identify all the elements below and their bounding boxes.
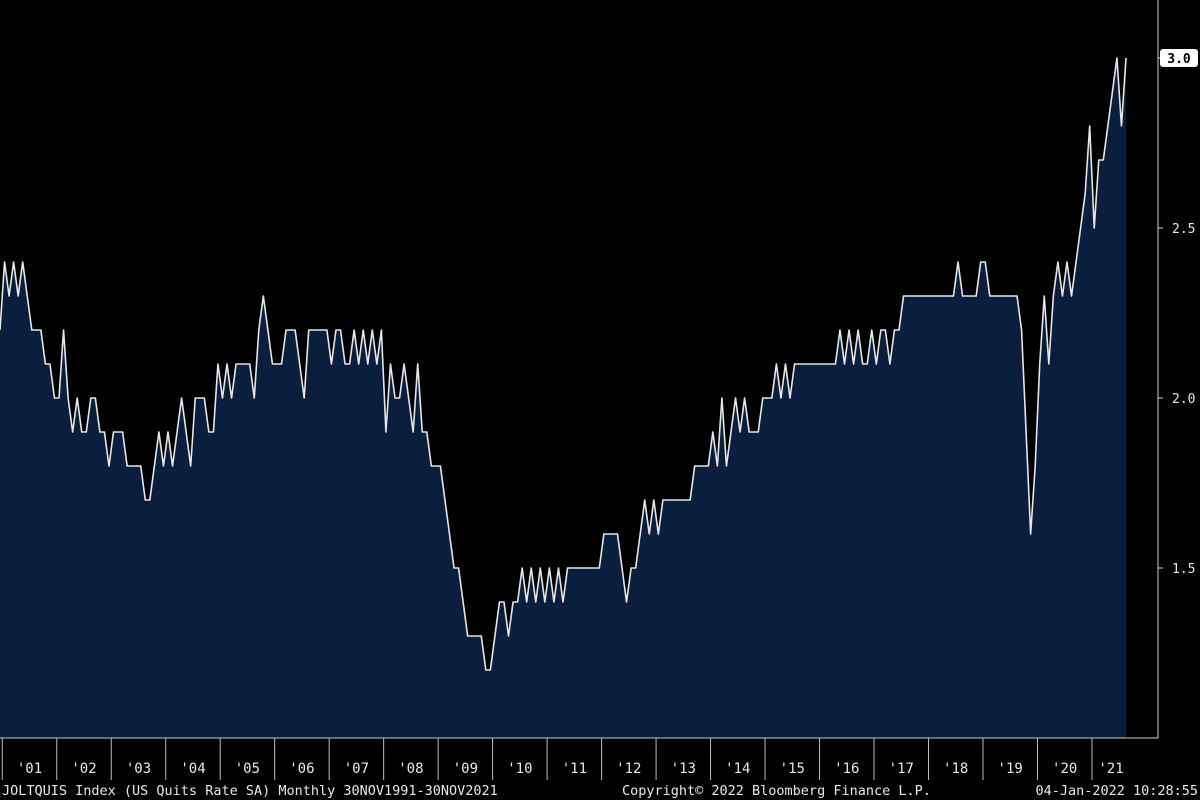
- series-line: [0, 57, 1127, 671]
- x-tick-label: '19: [998, 761, 1023, 777]
- series-area-layer: [0, 57, 1127, 738]
- x-tick-label: '21: [1098, 761, 1123, 777]
- x-tick-label: '18: [943, 761, 968, 777]
- last-value-label: 3.0: [1167, 52, 1191, 67]
- x-tick-label: '17: [889, 761, 914, 777]
- y-ticks: 1.5 2.0 2.5: [1158, 57, 1195, 577]
- x-tick-label: '01: [17, 761, 42, 777]
- y-tick-label: 2.0: [1172, 392, 1195, 407]
- series-area-fill: [0, 58, 1126, 738]
- x-tick-label: '06: [289, 761, 314, 777]
- timestamp: 04-Jan-2022 10:28:55: [1035, 783, 1198, 799]
- x-tick-label: '16: [834, 761, 859, 777]
- last-value-marker: 3.0: [1160, 49, 1198, 67]
- last-value-box: [1160, 49, 1198, 67]
- y-tick-label: 1.5: [1172, 562, 1195, 577]
- x-tick-label: '08: [398, 761, 423, 777]
- axes: [0, 0, 1159, 739]
- quits-rate-chart: '01 '02 '03 '04 '05 '06 '07 '08 '09 '10 '11 '12 '13 '…: [0, 0, 1198, 780]
- copyright-text: Copyright© 2022 Bloomberg Finance L.P.: [622, 783, 931, 799]
- x-tick-label: '05: [235, 761, 260, 777]
- index-info: JOLTQUIS Index (US Quits Rate SA) Monthl…: [2, 783, 498, 799]
- x-tick-label: '04: [180, 761, 205, 777]
- x-tick-label: '11: [562, 761, 587, 777]
- x-tick-label: '15: [780, 761, 805, 777]
- x-tick-label: '13: [671, 761, 696, 777]
- x-tick-label: '14: [725, 761, 750, 777]
- x-tick-label: '07: [344, 761, 369, 777]
- x-tick-label: '02: [71, 761, 96, 777]
- y-tick-label: 2.5: [1172, 222, 1195, 237]
- chart-footer: JOLTQUIS Index (US Quits Rate SA) Monthl…: [0, 782, 1200, 800]
- x-tick-label: '03: [126, 761, 151, 777]
- x-ticks: '01 '02 '03 '04 '05 '06 '07 '08 '09 '10 '11 '12 '13 '…: [1, 738, 1124, 780]
- x-tick-label: '12: [616, 761, 641, 777]
- x-tick-label: '20: [1052, 761, 1077, 777]
- x-tick-label: '10: [507, 761, 532, 777]
- x-tick-label: '09: [453, 761, 478, 777]
